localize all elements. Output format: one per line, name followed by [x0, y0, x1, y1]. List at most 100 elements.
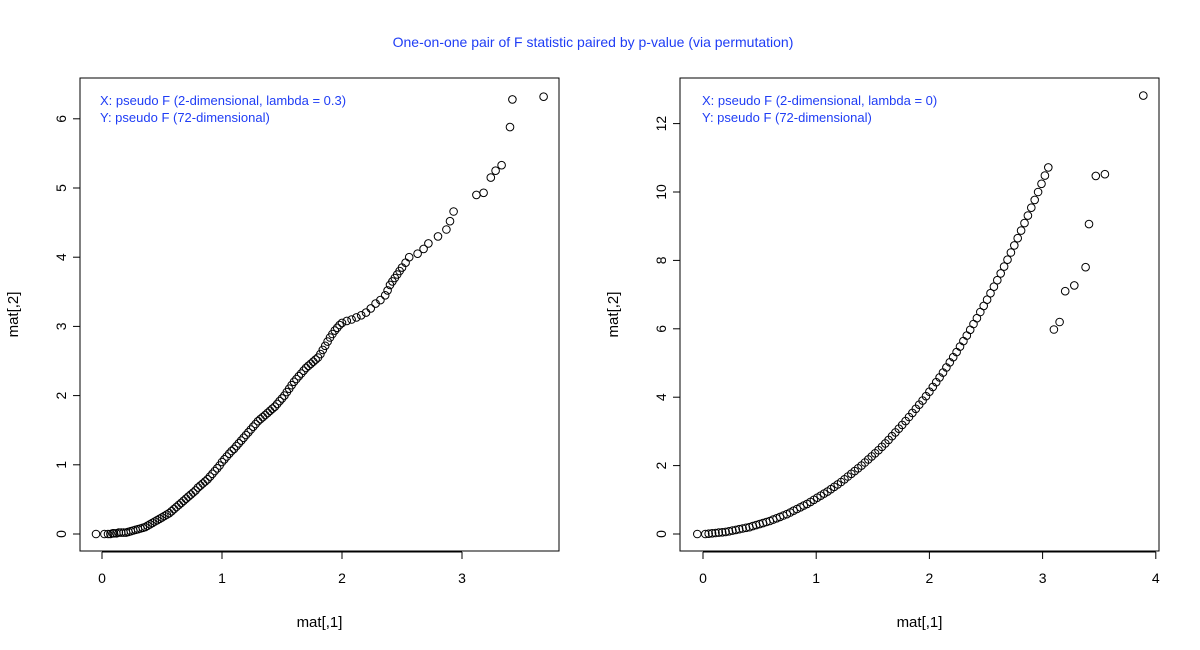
data-point	[1040, 171, 1050, 180]
data-point	[1027, 203, 1036, 212]
data-point	[479, 188, 488, 198]
y-axis-label: mat[,2]	[5, 292, 22, 338]
y-tick-label: 0	[53, 530, 69, 538]
data-point	[1084, 219, 1094, 229]
data-point	[251, 419, 260, 429]
data-point	[229, 444, 239, 454]
data-point	[982, 295, 992, 305]
data-point	[962, 331, 972, 340]
y-tick-label: 12	[653, 116, 669, 132]
data-point	[1139, 91, 1148, 100]
x-tick-label: 3	[1039, 570, 1047, 586]
annotation-line: Y: pseudo F (72-dimensional)	[100, 110, 270, 125]
data-point	[176, 498, 186, 508]
x-tick-label: 0	[98, 570, 106, 586]
data-point	[1013, 233, 1023, 243]
data-point	[172, 502, 181, 512]
data-point	[103, 529, 113, 539]
data-point	[155, 514, 164, 524]
data-point	[721, 527, 730, 537]
x-axis-label: mat[,1]	[897, 614, 943, 631]
data-point	[1037, 179, 1046, 189]
data-point	[179, 496, 188, 506]
data-point	[323, 337, 332, 346]
data-point	[404, 252, 414, 262]
data-point	[292, 374, 301, 384]
data-point	[200, 477, 210, 486]
data-point	[306, 359, 316, 369]
data-point	[196, 481, 205, 490]
data-point	[265, 406, 275, 416]
data-point	[308, 357, 318, 367]
data-point	[318, 345, 328, 355]
data-point	[996, 269, 1006, 278]
data-point	[413, 249, 422, 258]
data-point	[191, 486, 200, 495]
data-point	[347, 315, 356, 324]
data-point	[361, 308, 371, 317]
x-tick-label: 1	[812, 570, 820, 586]
y-tick-label: 4	[53, 253, 69, 261]
data-point	[445, 216, 455, 226]
data-point	[1044, 163, 1053, 172]
data-point	[1033, 187, 1043, 197]
data-point	[993, 275, 1002, 285]
data-point	[234, 439, 244, 448]
data-point	[380, 291, 390, 300]
data-point	[472, 190, 481, 200]
data-point	[969, 319, 978, 329]
data-point	[299, 366, 308, 376]
x-tick-label: 1	[218, 570, 226, 586]
data-point	[143, 521, 152, 531]
data-point	[332, 323, 342, 333]
data-point	[707, 529, 717, 538]
data-point	[352, 313, 361, 322]
data-point	[1006, 248, 1016, 257]
data-point	[376, 295, 385, 305]
data-point	[181, 494, 191, 504]
data-point	[505, 122, 515, 132]
data-point	[316, 349, 325, 359]
data-point	[186, 490, 196, 499]
plot-frame	[679, 77, 1160, 552]
data-point	[275, 396, 284, 406]
data-point	[232, 441, 241, 451]
data-point	[217, 457, 227, 467]
data-point	[1070, 281, 1079, 290]
data-point	[335, 320, 344, 330]
data-point	[244, 428, 253, 437]
data-point	[989, 282, 999, 292]
data-point	[1003, 255, 1012, 265]
data-point	[277, 394, 287, 403]
data-point	[169, 504, 179, 514]
y-tick-label: 6	[53, 115, 69, 123]
data-point	[419, 244, 428, 254]
y-tick-label: 8	[653, 256, 669, 264]
data-point	[693, 529, 702, 539]
annotation-line: X: pseudo F (2-dimensional, lambda = 0)	[702, 93, 937, 108]
y-tick-label: 0	[653, 530, 669, 538]
data-point	[227, 446, 236, 456]
data-point	[224, 449, 234, 459]
data-point	[539, 92, 548, 101]
data-point	[449, 207, 458, 216]
annotation-line: X: pseudo F (2-dimensional, lambda = 0.3…	[100, 93, 346, 108]
data-point	[731, 525, 741, 535]
y-tick-label: 5	[53, 184, 69, 192]
data-point	[296, 369, 306, 378]
data-point	[91, 529, 101, 539]
data-point	[236, 436, 246, 445]
data-point	[955, 342, 965, 351]
data-point	[160, 511, 169, 521]
data-point	[311, 355, 320, 364]
data-point	[260, 410, 270, 420]
data-point	[1055, 317, 1064, 327]
data-point	[965, 325, 975, 335]
data-point	[999, 262, 1009, 271]
data-point	[263, 408, 272, 418]
y-tick-label: 10	[653, 184, 669, 200]
data-point	[1016, 226, 1026, 235]
data-point	[167, 506, 176, 516]
